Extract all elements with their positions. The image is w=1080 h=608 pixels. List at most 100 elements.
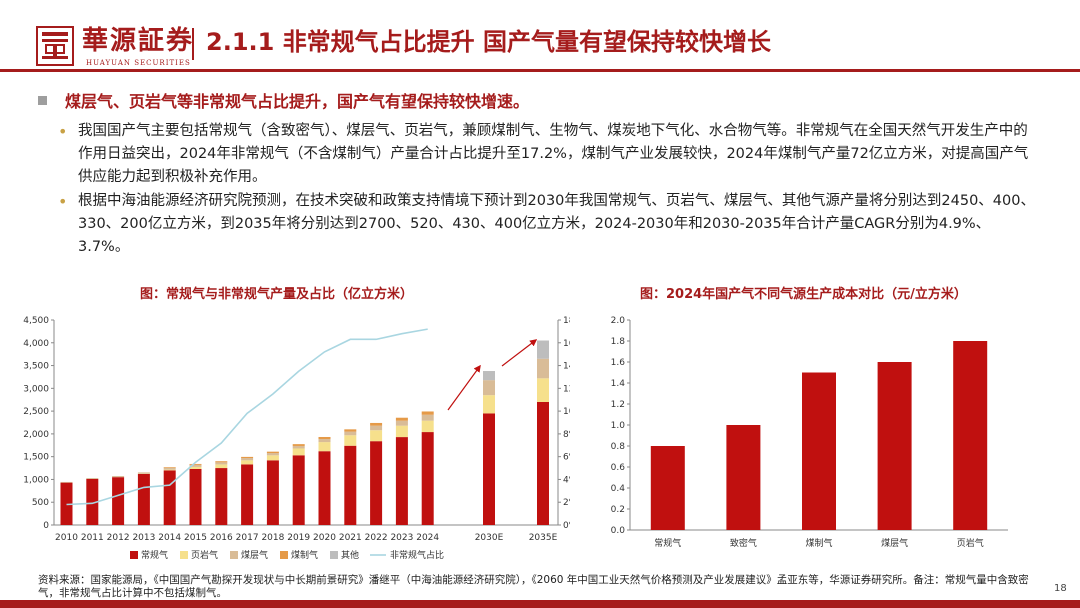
bar-segment (292, 455, 305, 525)
y-tick-label: 0.6 (611, 463, 626, 473)
x-tick-label: 煤层气 (881, 537, 908, 549)
main-bullet: 煤层气、页岩气等非常规气占比提升，国产气有望保持较快增速。 (38, 90, 529, 114)
bar-segment (163, 467, 176, 470)
right-tick-label: 12% (563, 384, 570, 394)
bar-segment (86, 478, 99, 525)
bar-segment (215, 462, 228, 465)
bar-segment (163, 469, 176, 471)
bar-segment (60, 481, 73, 483)
bar-segment (395, 425, 408, 438)
bar-segment (318, 436, 331, 440)
bar-segment (318, 451, 331, 525)
left-tick-label: 1,000 (23, 475, 49, 485)
x-tick-label: 2011 (81, 533, 104, 543)
sub-bullet-1: • 我国国产气主要包括常规气（含致密气）、煤层气、页岩气，兼顾煤制气、生物气、煤… (58, 120, 1038, 189)
legend-swatch (180, 551, 188, 559)
x-tick-label: 2024 (416, 533, 439, 543)
right-tick-label: 16% (563, 339, 570, 349)
legend-swatch (230, 551, 238, 559)
cost-chart: 0.0 0.2 0.4 0.6 0.8 1.0 1.2 1.4 1.6 1.8 2.0 常规气 致密气 煤… (611, 316, 1008, 549)
bar-segment (163, 470, 176, 525)
legend-swatch (280, 551, 288, 559)
right-tick-label: 8% (563, 430, 570, 440)
bar-segment (241, 456, 254, 459)
dot-bullet-icon: • (58, 192, 68, 211)
bar-segment (112, 477, 125, 525)
bar-segment (370, 425, 383, 431)
bar-segment (344, 429, 357, 432)
x-tick-label: 2020 (313, 533, 336, 543)
sub-bullet-2: • 根据中海油能源经济研究院预测，在技术突破和政策支持情境下预计到2030年我国… (58, 190, 1038, 259)
bar-segment (421, 414, 434, 421)
bar-segment (483, 380, 495, 396)
x-tick-label: 2017 (236, 533, 259, 543)
main-bullet-text: 煤层气、页岩气等非常规气占比提升，国产气有望保持较快增速。 (65, 92, 530, 111)
dot-bullet-icon: • (58, 122, 68, 141)
left-tick-label: 4,500 (23, 316, 49, 326)
cost-bar (726, 425, 761, 530)
sub-bullet-text: 我国国产气主要包括常规气（含致密气）、煤层气、页岩气，兼顾煤制气、生物气、煤炭地… (78, 123, 1029, 185)
bar-segment (483, 413, 495, 525)
y-tick-label: 1.2 (611, 400, 625, 410)
title-divider (192, 28, 194, 60)
bar-segment (344, 431, 357, 436)
left-tick-label: 3,500 (23, 362, 49, 372)
left-tick-label: 2,000 (23, 430, 49, 440)
y-tick-label: 0.0 (611, 526, 626, 536)
bar-segment (395, 420, 408, 426)
bar-segment (215, 468, 228, 525)
bar-segment (137, 473, 150, 525)
chart-title-production: 图：常规气与非常规气产量及占比（亿立方米） (140, 287, 414, 302)
bar-segment (112, 476, 125, 478)
bar-segment (86, 478, 99, 479)
legend-swatch (330, 551, 338, 559)
legend-label: 页岩气 (191, 549, 218, 561)
growth-arrow-icon (501, 339, 538, 367)
bar-segment (318, 439, 331, 443)
bar-segment (395, 417, 408, 421)
x-tick-label: 2023 (390, 533, 413, 543)
share-line (66, 328, 428, 506)
y-tick-label: 2.0 (611, 316, 626, 326)
bar-segment (215, 461, 228, 463)
chart-title-cost: 图：2024年国产气不同气源生产成本对比（元/立方米） (640, 287, 967, 302)
bar-segment (483, 395, 495, 414)
x-tick-label: 2022 (365, 533, 388, 543)
right-tick-label: 6% (563, 453, 570, 463)
bar-segment (421, 420, 434, 433)
footer-note: 资料来源：国家能源局，《中国国产气勘探开发现状与中长期前景研究》潘继平（中海油能… (38, 574, 1029, 599)
bar-segment (370, 430, 383, 442)
bar-segment (189, 468, 202, 525)
x-tick-label: 页岩气 (957, 537, 984, 549)
right-tick-label: 10% (563, 407, 570, 417)
logo-subtitle: HUAYUAN SECURITIES (86, 59, 191, 67)
bar-segment (421, 432, 434, 525)
bar-segment (344, 445, 357, 525)
logo-text: 華源証券 (82, 26, 195, 56)
legend-swatch (130, 551, 138, 559)
x-tick-label: 2015 (184, 533, 207, 543)
x-tick-label: 2010 (55, 533, 78, 543)
y-tick-label: 1.6 (611, 358, 626, 368)
y-tick-label: 1.8 (611, 337, 626, 347)
bar-segment (318, 442, 331, 452)
y-tick-label: 0.2 (611, 505, 625, 515)
left-tick-label: 1,500 (23, 453, 49, 463)
bar-segment (215, 464, 228, 469)
bar-segment (395, 437, 408, 525)
bar-segment (292, 445, 305, 449)
left-tick-label: 3,000 (23, 384, 49, 394)
legend-label: 常规气 (141, 549, 168, 561)
bar-segment (189, 463, 202, 465)
bar-segment (137, 472, 150, 474)
bar-segment (537, 340, 549, 359)
y-tick-label: 1.4 (611, 379, 626, 389)
bar-segment (370, 422, 383, 426)
bar-segment (189, 464, 202, 467)
right-tick-label: 4% (563, 475, 570, 485)
left-tick-label: 2,500 (23, 407, 49, 417)
page-title: 2.1.1 非常规气占比提升 国产气量有望保持较快增长 (206, 28, 772, 56)
logo-emblem-icon (36, 26, 74, 66)
page-number: 18 (1054, 583, 1067, 594)
x-tick-label: 2021 (339, 533, 362, 543)
